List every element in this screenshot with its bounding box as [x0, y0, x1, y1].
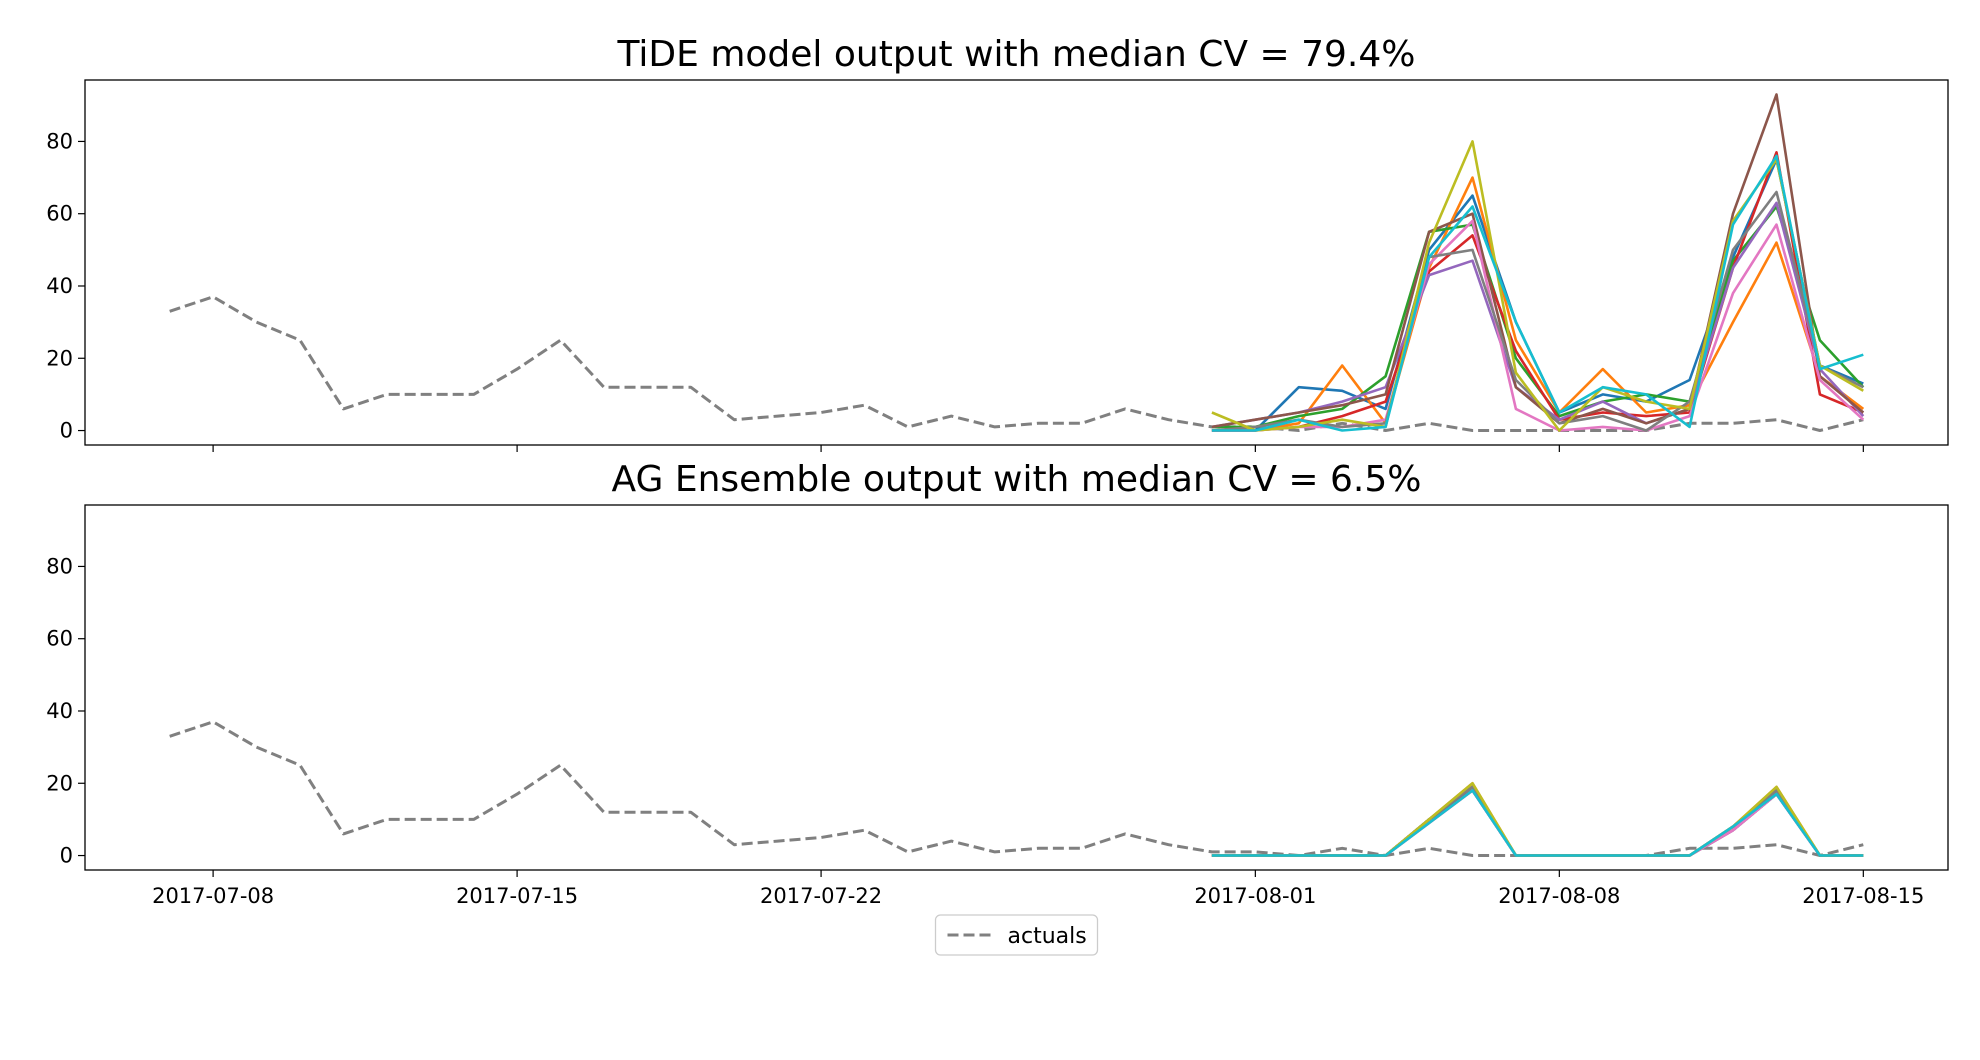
- plot-area: [169, 93, 1865, 432]
- y-tick-label: 0: [60, 844, 73, 868]
- x-tick-label: 2017-08-08: [1498, 884, 1620, 908]
- y-tick-label: 0: [60, 419, 73, 443]
- series-line-forecast-4: [1211, 151, 1864, 432]
- chart-title: TiDE model output with median CV = 79.4%: [617, 34, 1416, 75]
- axes-frame: [84, 79, 1949, 446]
- y-tick-label: 80: [46, 129, 73, 153]
- legend: actuals: [934, 914, 1099, 956]
- series-line-forecast-7: [1211, 219, 1865, 432]
- chart-panel-2: AG Ensemble output with median CV = 6.5%…: [46, 459, 1949, 908]
- x-tick-label: 2017-08-01: [1194, 884, 1316, 908]
- y-tick-label: 20: [46, 771, 73, 795]
- y-tick-label: 20: [46, 346, 73, 370]
- y-tick-label: 40: [46, 699, 73, 723]
- series-line-actuals: [169, 295, 1864, 432]
- chart-title: AG Ensemble output with median CV = 6.5%: [612, 459, 1422, 500]
- chart-panel-1: TiDE model output with median CV = 79.4%…: [46, 34, 1949, 452]
- axes-frame: [84, 504, 1949, 871]
- y-tick-label: 60: [46, 202, 73, 226]
- y-tick-label: 40: [46, 274, 73, 298]
- x-tick-label: 2017-07-15: [456, 884, 578, 908]
- series-line-forecast-5: [1211, 201, 1865, 429]
- series-line-forecast-1: [1211, 158, 1864, 432]
- series-line-actuals: [169, 720, 1864, 857]
- x-tick-label: 2017-07-22: [760, 884, 882, 908]
- x-tick-label: 2017-07-08: [152, 884, 274, 908]
- series-line-forecast-10: [1211, 154, 1864, 432]
- legend-box: [934, 914, 1099, 956]
- series-line-forecast-2: [1211, 176, 1865, 432]
- series-line-forecast-10: [1211, 789, 1864, 857]
- x-tick-label: 2017-08-15: [1802, 884, 1924, 908]
- y-tick-label: 80: [46, 554, 73, 578]
- plot-area: [169, 720, 1864, 857]
- series-line-forecast-8: [1211, 190, 1864, 432]
- series-line-forecast-6: [1211, 93, 1865, 429]
- y-tick-label: 60: [46, 627, 73, 651]
- legend-label: actuals: [1008, 924, 1087, 949]
